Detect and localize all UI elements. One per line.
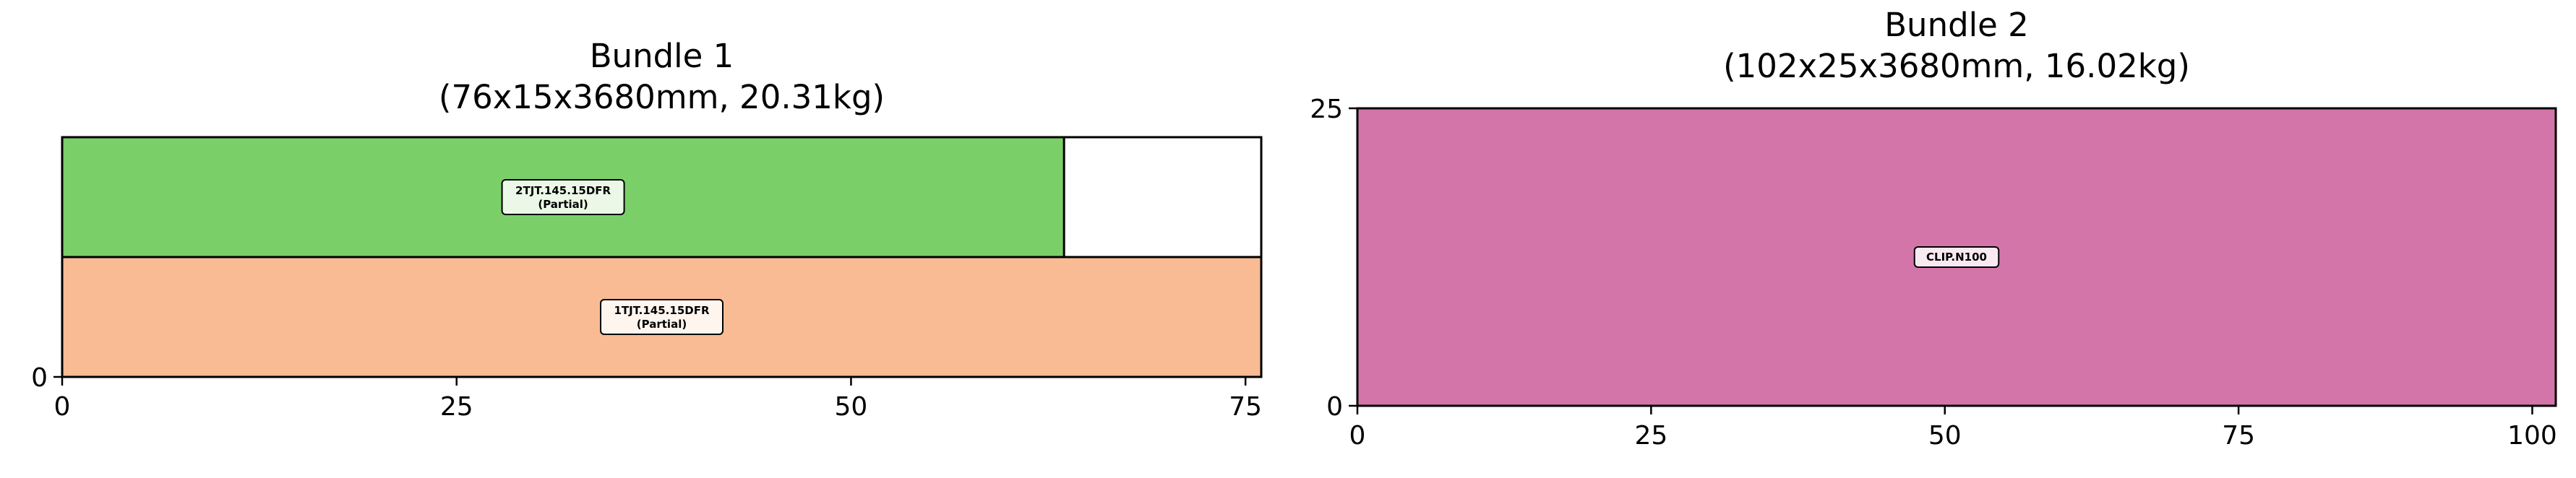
- piece-label-sub: (Partial): [637, 318, 687, 331]
- chart-title: Bundle 2: [1884, 6, 2029, 44]
- piece-label-box: [1913, 246, 2000, 268]
- x-tick-label: 75: [1229, 392, 1262, 422]
- x-tick-label: 50: [835, 392, 868, 422]
- piece-label-box: [501, 179, 625, 215]
- x-tick-label: 25: [1634, 421, 1667, 451]
- x-tick-label: 75: [2222, 421, 2255, 451]
- piece-label: CLIP.N100: [1926, 251, 1987, 264]
- chart-title: Bundle 1: [590, 37, 734, 75]
- bundle-2-chart: Bundle 2(102x25x3680mm, 16.02kg) CLIP.N10…: [1310, 6, 2557, 451]
- plot-frame: [1356, 107, 2557, 407]
- y-tick-label: 25: [1310, 95, 1343, 124]
- chart-subtitle: (76x15x3680mm, 20.31kg): [439, 78, 885, 116]
- x-tick-label: 0: [1349, 421, 1366, 451]
- x-tick-label: 100: [2507, 421, 2557, 451]
- y-tick-label: 0: [1326, 392, 1343, 422]
- piece-label-box: [600, 299, 724, 335]
- x-tick-label: 0: [54, 392, 71, 422]
- x-tick-label: 50: [1928, 421, 1962, 451]
- bundle-1-chart: Bundle 1(76x15x3680mm, 20.31kg) 1TJT.145.…: [31, 37, 1263, 422]
- plot-frame: [61, 136, 1263, 378]
- piece-label: 2TJT.145.15DFR: [515, 184, 611, 197]
- piece-label-sub: (Partial): [538, 198, 588, 211]
- y-tick-label: 0: [31, 363, 48, 393]
- x-tick-label: 25: [440, 392, 473, 422]
- chart-subtitle: (102x25x3680mm, 16.02kg): [1723, 47, 2190, 85]
- piece-label: 1TJT.145.15DFR: [614, 304, 709, 317]
